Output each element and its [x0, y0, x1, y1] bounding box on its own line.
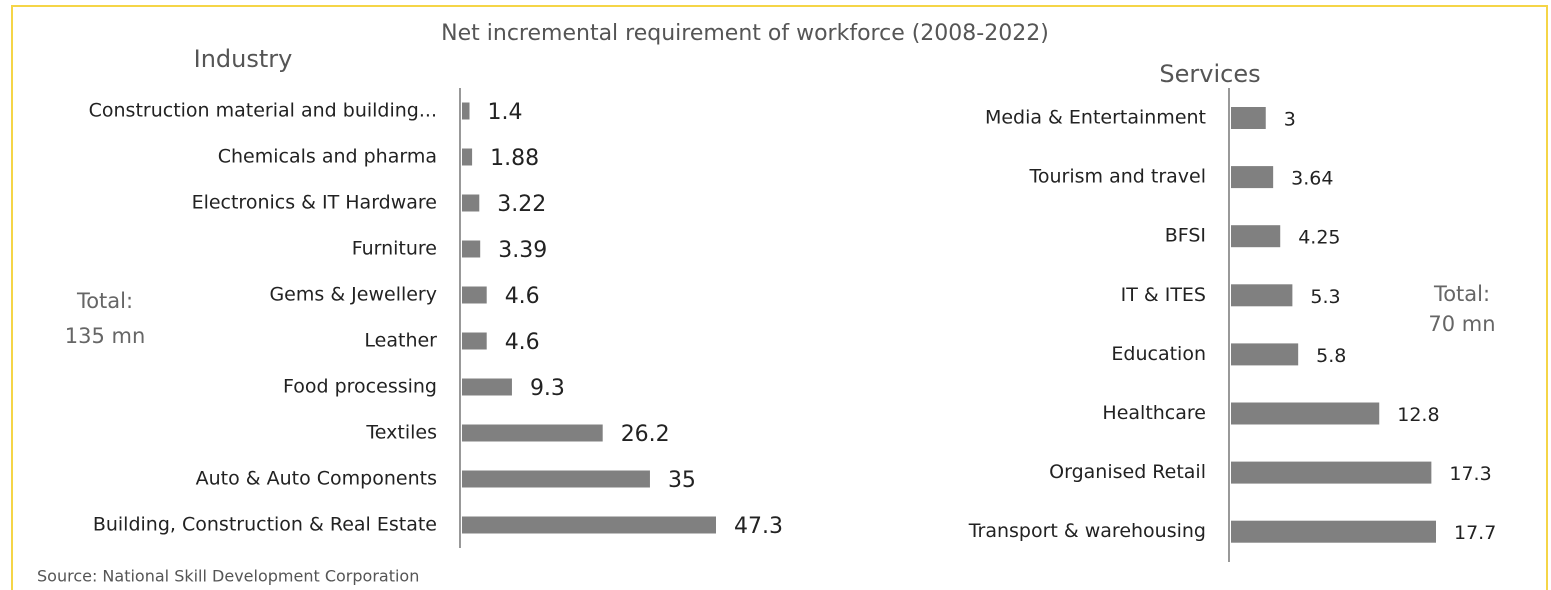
value-label: 1.88	[490, 146, 539, 171]
value-label: 26.2	[621, 422, 670, 447]
category-label: IT & ITES	[1121, 284, 1206, 306]
bar	[462, 194, 480, 212]
value-label: 5.8	[1316, 345, 1346, 367]
category-label: Healthcare	[1102, 402, 1206, 424]
category-label: Chemicals and pharma	[218, 146, 437, 168]
bar	[462, 102, 470, 120]
category-label: Tourism and travel	[1029, 166, 1206, 188]
category-label: Organised Retail	[1049, 461, 1206, 483]
bar	[1231, 166, 1274, 189]
annotation: Total:	[1433, 282, 1490, 306]
annotation: 135 mn	[65, 324, 146, 348]
bar	[462, 148, 473, 166]
value-label: 3.39	[498, 238, 547, 263]
bar	[462, 516, 716, 534]
value-label: 9.3	[530, 376, 565, 401]
bar	[462, 286, 487, 304]
category-label: Electronics & IT Hardware	[192, 192, 437, 214]
value-label: 35	[668, 468, 696, 493]
category-label: BFSI	[1165, 225, 1206, 247]
annotation: 70 mn	[1428, 312, 1495, 336]
category-label: Textiles	[365, 422, 437, 444]
category-label: Transport & warehousing	[968, 520, 1206, 542]
panel-title: Industry	[194, 45, 293, 73]
value-label: 5.3	[1310, 286, 1340, 308]
bar	[1231, 402, 1380, 425]
bar	[462, 332, 487, 350]
value-label: 4.6	[505, 284, 540, 309]
frame	[11, 5, 1548, 590]
value-label: 17.7	[1454, 522, 1496, 544]
value-label: 17.3	[1449, 463, 1491, 485]
bar	[1231, 107, 1266, 129]
category-label: Media & Entertainment	[985, 107, 1206, 129]
bar	[462, 240, 481, 258]
value-label: 47.3	[734, 514, 783, 539]
value-label: 4.6	[505, 330, 540, 355]
bar	[462, 378, 512, 396]
value-label: 3	[1284, 109, 1296, 131]
bar	[1231, 225, 1281, 248]
bar	[1231, 520, 1436, 543]
value-label: 3.64	[1291, 168, 1333, 190]
bar	[462, 424, 603, 442]
bar	[1231, 343, 1299, 366]
chart-title: Net incremental requirement of workforce…	[441, 21, 1049, 46]
bar	[1231, 461, 1432, 484]
category-label: Education	[1111, 343, 1206, 365]
value-label: 1.4	[488, 100, 523, 125]
category-label: Furniture	[352, 238, 437, 260]
category-label: Building, Construction & Real Estate	[93, 514, 437, 536]
value-label: 12.8	[1397, 404, 1439, 426]
category-label: Leather	[364, 330, 437, 352]
category-label: Gems & Jewellery	[269, 284, 437, 306]
value-label: 3.22	[497, 192, 546, 217]
value-label: 4.25	[1298, 227, 1340, 249]
source: Source: National Skill Development Corpo…	[37, 567, 419, 586]
bar	[462, 470, 650, 488]
category-label: Food processing	[283, 376, 437, 398]
category-label: Auto & Auto Components	[196, 468, 437, 490]
category-label: Construction material and building...	[89, 100, 437, 122]
bar	[1231, 284, 1293, 307]
panel-title: Services	[1159, 60, 1260, 88]
annotation: Total:	[76, 289, 133, 313]
